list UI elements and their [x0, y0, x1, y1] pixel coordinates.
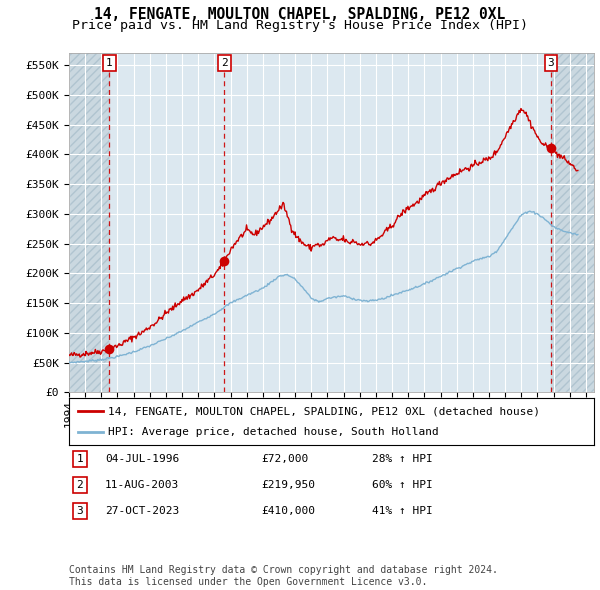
- Text: £410,000: £410,000: [261, 506, 315, 516]
- Text: 60% ↑ HPI: 60% ↑ HPI: [372, 480, 433, 490]
- Text: 3: 3: [547, 58, 554, 68]
- Bar: [69, 53, 109, 392]
- Text: £72,000: £72,000: [261, 454, 308, 464]
- Text: 27-OCT-2023: 27-OCT-2023: [105, 506, 179, 516]
- Text: 14, FENGATE, MOULTON CHAPEL, SPALDING, PE12 0XL (detached house): 14, FENGATE, MOULTON CHAPEL, SPALDING, P…: [109, 407, 541, 417]
- Text: 04-JUL-1996: 04-JUL-1996: [105, 454, 179, 464]
- Bar: [551, 53, 594, 392]
- Text: 3: 3: [76, 506, 83, 516]
- Text: 2: 2: [221, 58, 228, 68]
- Text: 1: 1: [106, 58, 113, 68]
- Text: 2: 2: [76, 480, 83, 490]
- Text: 1: 1: [76, 454, 83, 464]
- Text: 14, FENGATE, MOULTON CHAPEL, SPALDING, PE12 0XL: 14, FENGATE, MOULTON CHAPEL, SPALDING, P…: [94, 7, 506, 22]
- Text: Price paid vs. HM Land Registry's House Price Index (HPI): Price paid vs. HM Land Registry's House …: [72, 19, 528, 32]
- Text: £219,950: £219,950: [261, 480, 315, 490]
- Text: Contains HM Land Registry data © Crown copyright and database right 2024.
This d: Contains HM Land Registry data © Crown c…: [69, 565, 498, 587]
- Text: 28% ↑ HPI: 28% ↑ HPI: [372, 454, 433, 464]
- Text: 11-AUG-2003: 11-AUG-2003: [105, 480, 179, 490]
- Bar: [69, 53, 109, 392]
- Bar: [551, 53, 594, 392]
- Text: HPI: Average price, detached house, South Holland: HPI: Average price, detached house, Sout…: [109, 427, 439, 437]
- Text: 41% ↑ HPI: 41% ↑ HPI: [372, 506, 433, 516]
